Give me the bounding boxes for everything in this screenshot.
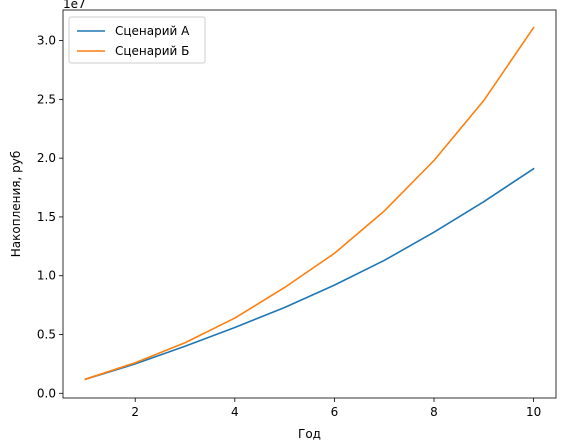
series-layer	[84, 26, 535, 381]
y-tick-label: 1.5	[37, 210, 56, 224]
plot-frame	[62, 9, 557, 399]
y-axis-title: Накопления, руб	[9, 151, 23, 257]
legend-label: Сценарий А	[115, 24, 190, 38]
x-tick-label: 8	[430, 405, 438, 419]
y-tick-label: 3.0	[37, 34, 56, 48]
y-tick-label: 2.5	[37, 92, 56, 106]
series-line-1	[84, 167, 535, 381]
y-axis-ticks: 0.0 0.5 1.0 1.5 2.0 2.5 3.0	[37, 34, 63, 400]
y-tick-label: 0.0	[37, 386, 56, 400]
y-offset-label: 1e7	[63, 0, 86, 11]
y-tick-label: 1.0	[37, 269, 56, 283]
x-tick-label: 2	[131, 405, 139, 419]
x-tick-label: 10	[526, 405, 541, 419]
x-tick-label: 4	[231, 405, 239, 419]
series-line-2	[84, 26, 535, 381]
y-tick-label: 2.0	[37, 151, 56, 165]
x-axis-ticks: 2 4 6 8 10	[131, 398, 541, 419]
x-axis-title: Год	[298, 427, 321, 441]
legend: Сценарий А Сценарий Б	[68, 16, 206, 64]
x-tick-label: 6	[331, 405, 339, 419]
legend-label: Сценарий Б	[115, 44, 189, 58]
y-tick-label: 0.5	[37, 328, 56, 342]
